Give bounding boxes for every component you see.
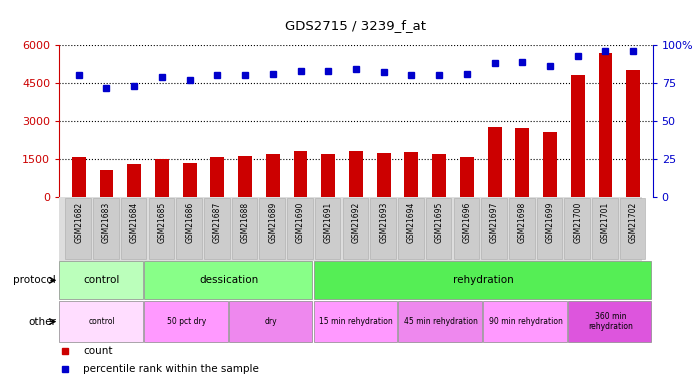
Bar [568,301,651,342]
Bar [349,151,363,197]
Bar [483,301,567,342]
Text: protocol: protocol [13,275,56,285]
Bar [266,154,280,197]
Text: dessication: dessication [199,275,258,285]
Bar [144,301,228,342]
Bar [72,157,86,197]
Bar [287,198,313,260]
Bar [59,261,143,299]
Text: GSM21691: GSM21691 [324,202,333,243]
Bar [399,301,482,342]
Bar [93,198,119,260]
Text: 50 pct dry: 50 pct dry [167,317,206,326]
Bar [488,127,502,197]
Bar [537,198,563,260]
Bar [315,198,341,260]
Bar [294,151,307,197]
Bar [620,198,646,260]
Text: GSM21699: GSM21699 [546,202,554,243]
Text: GSM21684: GSM21684 [130,202,139,243]
Bar [177,198,202,260]
Bar [543,132,557,197]
Text: GSM21693: GSM21693 [379,202,388,243]
Text: GSM21686: GSM21686 [185,202,194,243]
Bar [313,301,397,342]
Text: count: count [83,346,112,356]
Bar [398,198,424,260]
Bar [59,301,143,342]
Text: GSM21695: GSM21695 [435,202,444,243]
Text: GSM21683: GSM21683 [102,202,111,243]
Bar [515,128,529,197]
Bar [66,198,91,260]
Text: GSM21696: GSM21696 [462,202,471,243]
Text: GSM21682: GSM21682 [74,202,83,243]
Bar [592,198,618,260]
Text: GSM21687: GSM21687 [213,202,222,243]
Bar [183,163,197,197]
Bar [482,198,507,260]
Text: percentile rank within the sample: percentile rank within the sample [83,364,259,374]
Bar [313,261,651,299]
Text: 45 min rehydration: 45 min rehydration [404,317,477,326]
Text: GSM21700: GSM21700 [573,202,582,243]
Text: GDS2715 / 3239_f_at: GDS2715 / 3239_f_at [285,19,426,32]
Bar [127,164,141,197]
Text: GSM21690: GSM21690 [296,202,305,243]
Text: control: control [89,317,115,326]
Text: rehydration: rehydration [453,275,514,285]
Bar [377,153,391,197]
Bar [238,156,252,197]
Bar [599,53,612,197]
Bar [343,198,368,260]
Text: GSM21692: GSM21692 [352,202,360,243]
Text: GSM21698: GSM21698 [518,202,527,243]
Bar [100,170,113,197]
Bar [432,154,446,197]
Text: other: other [28,316,56,327]
Bar [121,198,147,260]
Bar [321,154,335,197]
Bar [155,159,169,197]
Text: GSM21688: GSM21688 [241,202,250,243]
Bar [144,261,313,299]
Bar [460,157,474,197]
Bar [426,198,452,260]
Bar [565,198,590,260]
Text: GSM21685: GSM21685 [158,202,166,243]
Text: 90 min rehydration: 90 min rehydration [489,317,563,326]
Bar [149,198,174,260]
Bar [626,70,640,197]
Bar [204,198,230,260]
Text: dry: dry [265,317,278,326]
Text: control: control [84,275,120,285]
Bar [232,198,258,260]
Bar [571,75,585,197]
Text: 360 min
rehydration: 360 min rehydration [588,312,632,331]
Text: 15 min rehydration: 15 min rehydration [319,317,393,326]
Text: GSM21702: GSM21702 [629,202,638,243]
Bar [210,158,224,197]
Bar [260,198,285,260]
Bar [454,198,479,260]
Text: GSM21701: GSM21701 [601,202,610,243]
Bar [509,198,535,260]
Bar [405,152,418,197]
Text: GSM21697: GSM21697 [490,202,499,243]
Bar [229,301,313,342]
Bar [371,198,396,260]
Text: GSM21694: GSM21694 [407,202,416,243]
Text: GSM21689: GSM21689 [268,202,277,243]
